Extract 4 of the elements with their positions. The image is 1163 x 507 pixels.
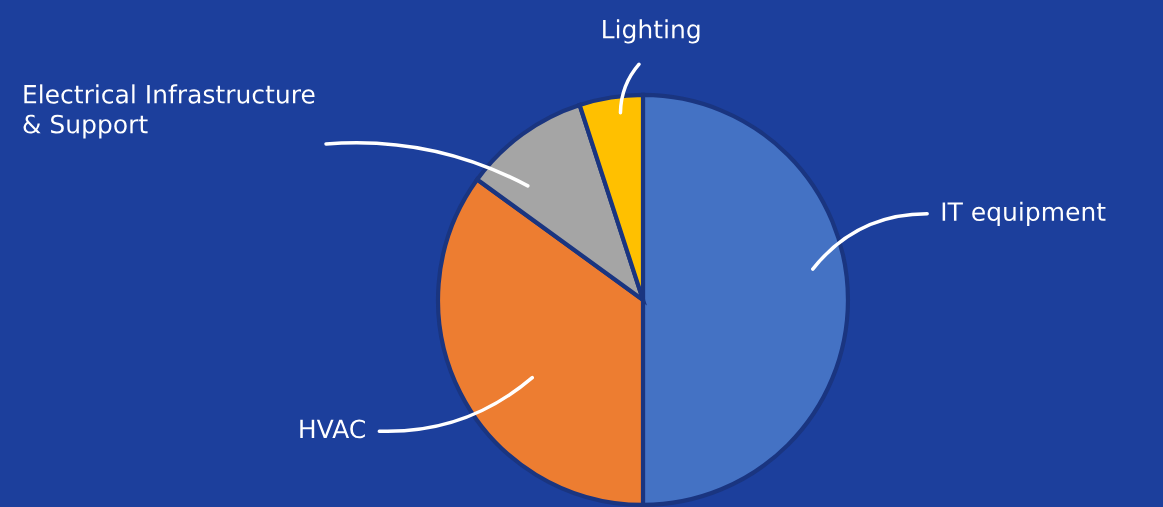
slice-label: IT equipment <box>942 201 1106 226</box>
slice-label: Electrical Infrastructure & Support <box>23 84 315 139</box>
slice-label: Lighting <box>603 19 700 44</box>
slice-label: HVAC <box>300 419 365 439</box>
